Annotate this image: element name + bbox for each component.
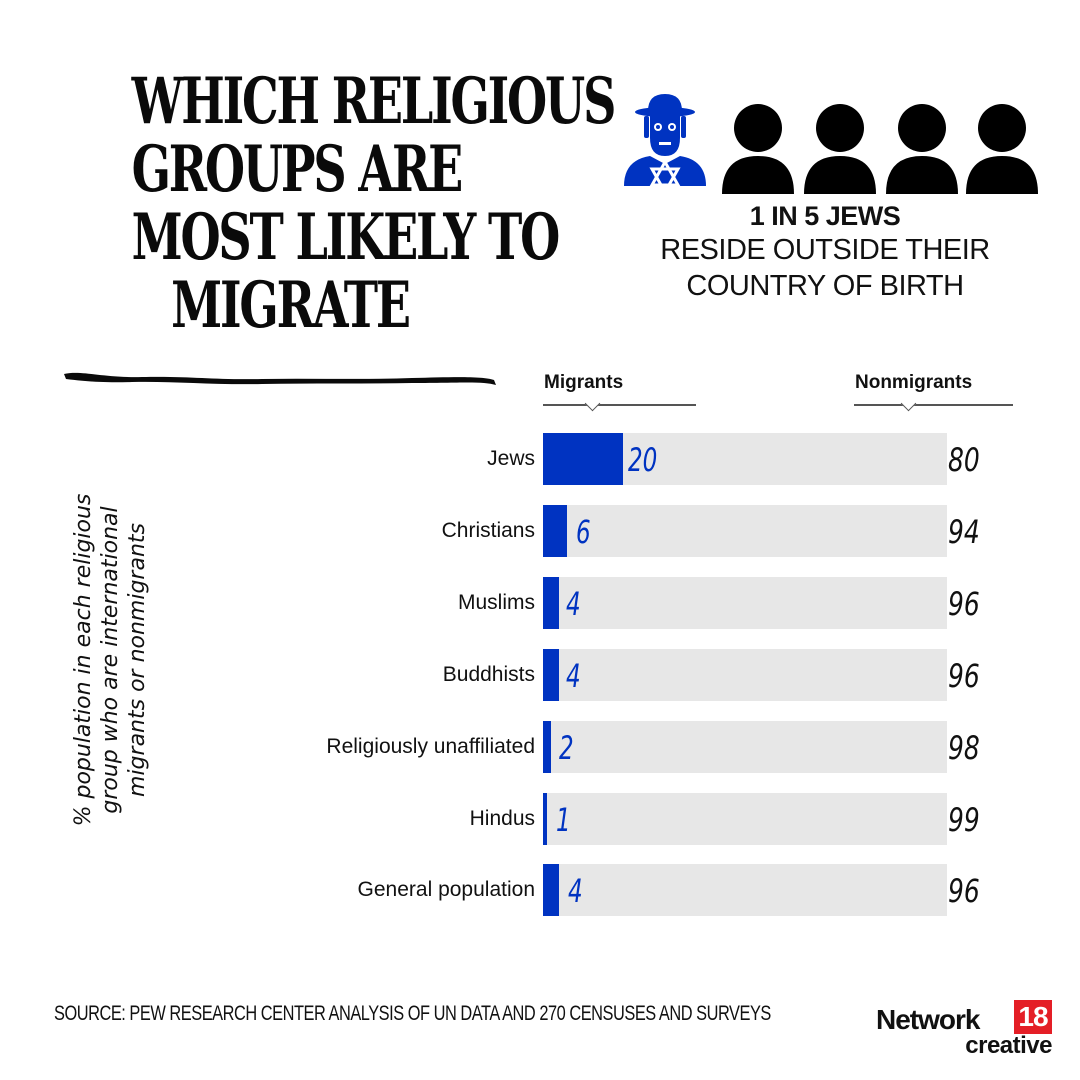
bar-row: Jews 20 80	[0, 433, 1080, 485]
nonmigrants-bar	[543, 433, 947, 485]
bar-row: Religiously unaffiliated 2 98	[0, 721, 1080, 773]
nonmigrants-bar	[543, 505, 947, 557]
person-icon	[804, 104, 876, 194]
migrants-bar	[543, 649, 559, 701]
legend-pointer	[584, 395, 601, 412]
legend-migrants: Migrants	[544, 372, 624, 393]
nonmigrants-bar	[543, 577, 947, 629]
migrants-value: 4	[566, 585, 581, 623]
nonmigrants-bar	[543, 649, 947, 701]
migrants-bar	[543, 505, 567, 557]
legend-line	[854, 404, 1013, 406]
nonmigrants-value: 99	[948, 801, 980, 839]
category-label: Christians	[441, 519, 535, 542]
bar-row: General population 4 96	[0, 864, 1080, 916]
stat-line: RESIDE OUTSIDE THEIR	[660, 234, 990, 266]
nonmigrants-value: 96	[948, 872, 980, 910]
category-label: General population	[357, 878, 535, 901]
bar-row: Hindus 1 99	[0, 793, 1080, 845]
person-icon	[886, 104, 958, 194]
migrants-value: 2	[559, 729, 574, 767]
migrants-bar	[543, 721, 551, 773]
bar-row: Christians 6 94	[0, 505, 1080, 557]
legend-line	[543, 404, 696, 406]
category-label: Religiously unaffiliated	[326, 735, 535, 758]
jewish-person-icon	[624, 94, 706, 192]
brush-underline	[64, 372, 496, 385]
logo-creative-text: creative	[965, 1032, 1052, 1059]
person-icon	[722, 104, 794, 194]
bar-row: Buddhists 4 96	[0, 649, 1080, 701]
title-line: MIGRATE	[171, 268, 411, 343]
legend-pointer	[900, 395, 917, 412]
nonmigrants-bar	[543, 793, 947, 845]
category-label: Buddhists	[442, 663, 535, 686]
nonmigrants-value: 94	[948, 513, 980, 551]
migrants-value: 4	[568, 872, 583, 910]
logo-18-badge: 18	[1014, 1000, 1052, 1034]
source-note: SOURCE: PEW RESEARCH CENTER ANALYSIS OF …	[54, 1002, 771, 1025]
highlight-stat: 1 IN 5 JEWS RESIDE OUTSIDE THEIR COUNTRY…	[610, 200, 1040, 304]
title-line: MOST LIKELY TO	[131, 200, 561, 275]
category-label: Jews	[487, 447, 535, 470]
migrants-bar	[543, 864, 559, 916]
network18-logo: Network 18 creative	[876, 1000, 1056, 1060]
migrants-value: 20	[628, 441, 658, 479]
logo-network-text: Network	[876, 1004, 980, 1035]
migrants-bar	[543, 577, 559, 629]
nonmigrants-value: 96	[948, 657, 980, 695]
nonmigrants-value: 96	[948, 585, 980, 623]
migrants-value: 1	[556, 801, 571, 839]
title-line: WHICH RELIGIOUS	[131, 64, 617, 139]
nonmigrants-bar	[543, 721, 947, 773]
nonmigrants-value: 80	[948, 441, 980, 479]
stat-line: COUNTRY OF BIRTH	[686, 270, 964, 302]
migrants-value: 6	[576, 513, 591, 551]
category-label: Muslims	[458, 591, 535, 614]
migrants-value: 4	[566, 657, 581, 695]
people-icons	[620, 92, 1040, 202]
migrants-bar	[543, 433, 623, 485]
category-label: Hindus	[469, 807, 535, 830]
nonmigrants-bar	[543, 864, 947, 916]
legend-nonmigrants: Nonmigrants	[855, 372, 973, 393]
bar-row: Muslims 4 96	[0, 577, 1080, 629]
nonmigrants-value: 98	[948, 729, 980, 767]
person-icon	[966, 104, 1038, 194]
title-line: GROUPS ARE	[131, 132, 464, 207]
migrants-bar	[543, 793, 547, 845]
stat-headline: 1 IN 5 JEWS	[749, 201, 901, 231]
chart-title: WHICH RELIGIOUS GROUPS ARE MOST LIKELY T…	[131, 64, 617, 343]
